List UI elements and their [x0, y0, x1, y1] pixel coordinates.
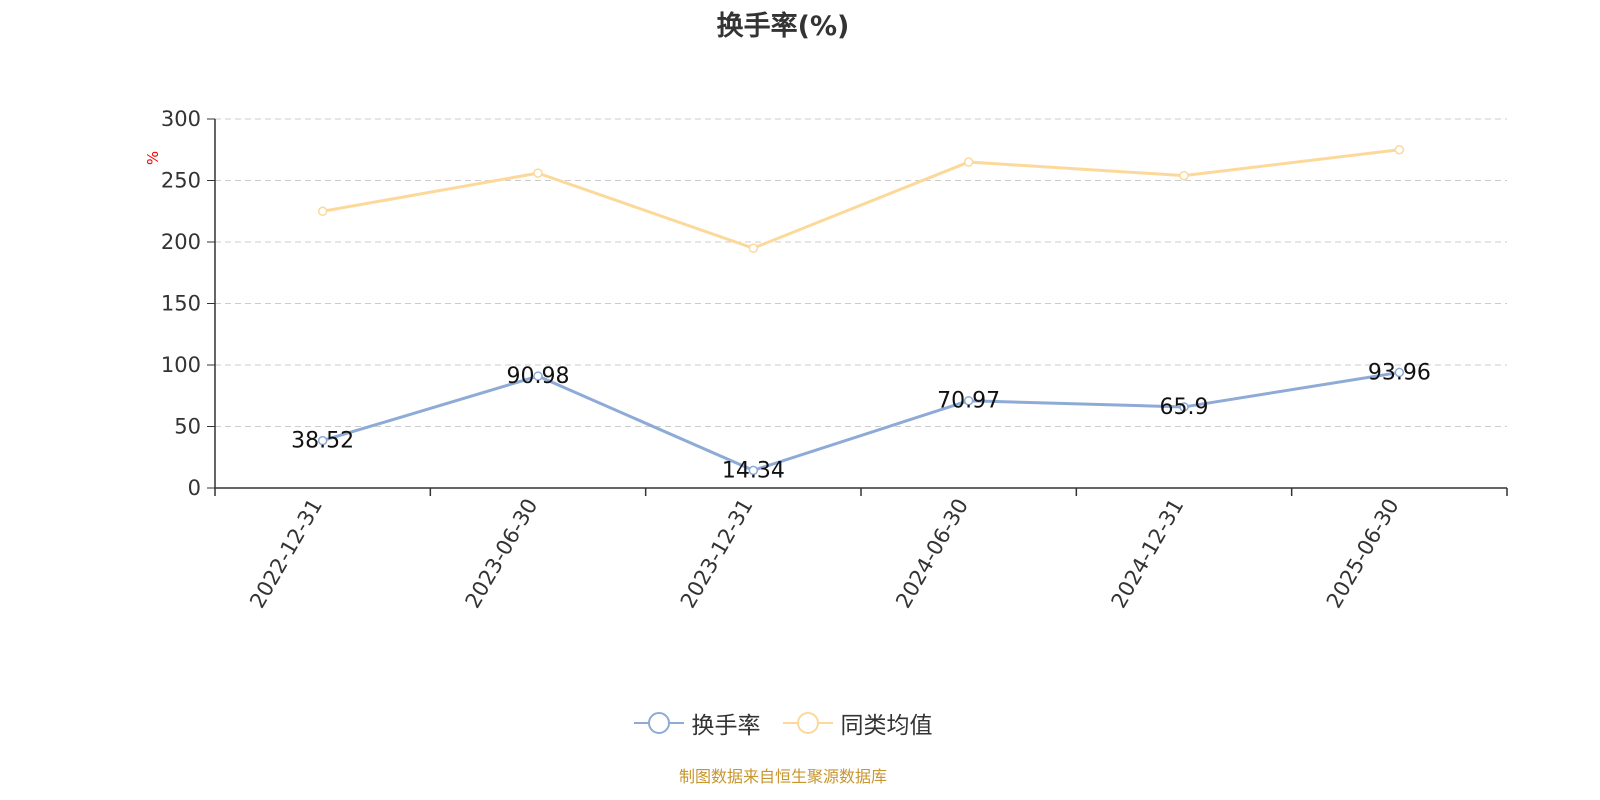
data-point-series-1 — [533, 371, 543, 381]
series-line-1 — [322, 370, 1400, 472]
data-label: 93.96 — [1368, 360, 1431, 385]
legend-item-series-2[interactable]: 同类均值 — [782, 706, 933, 740]
legend-label-series-1: 换手率 — [691, 713, 761, 739]
data-point-series-1 — [963, 395, 974, 406]
y-tick-label: 300 — [161, 107, 201, 131]
y-tick-label: 200 — [161, 230, 201, 254]
data-label: 70.97 — [937, 389, 1000, 414]
y-tick-label: 150 — [161, 292, 201, 316]
data-label: 90.98 — [507, 364, 570, 389]
x-tick-label: 2024-12-31 — [1107, 495, 1189, 613]
legend-marker-series-2 — [782, 712, 833, 734]
y-tick-label: 250 — [161, 169, 201, 193]
line-chart: 0 50 100 150 200 250 300% 2022-12-31 2023-06-30 2… — [144, 107, 1508, 613]
x-tick-label: 2024-06-30 — [891, 495, 973, 613]
x-tick-label: 2023-12-31 — [676, 495, 758, 613]
data-label: 38.52 — [291, 429, 354, 454]
y-tick-label: 0 — [188, 476, 201, 500]
data-point-series-2 — [1394, 145, 1405, 155]
x-tick-label: 2025-06-30 — [1322, 495, 1404, 613]
data-point-series-2 — [748, 243, 759, 253]
data-point-series-1 — [748, 465, 759, 476]
y-tick-label: 50 — [174, 415, 201, 439]
data-point-series-1 — [1179, 402, 1189, 412]
source-note: 制图数据来自恒生聚源数据库 — [678, 767, 887, 786]
data-label: 14.34 — [722, 458, 785, 483]
chart-title: 换手率(%) — [716, 11, 850, 42]
legend-marker-series-1 — [633, 712, 684, 734]
x-tick-label: 2023-06-30 — [461, 495, 543, 613]
data-point-series-2 — [1179, 170, 1189, 181]
legend-label-series-2: 同类均值 — [840, 713, 933, 739]
data-point-series-1 — [317, 435, 328, 446]
y-axis-unit-label: % — [144, 151, 162, 165]
x-tick-label: 2022-12-31 — [245, 495, 327, 613]
data-point-series-1 — [1394, 367, 1405, 378]
data-point-series-2 — [963, 157, 974, 167]
data-point-series-2 — [317, 206, 328, 216]
series-line-2 — [322, 148, 1400, 250]
legend: 换手率 同类均值 — [0, 706, 1566, 740]
y-tick-label: 100 — [161, 353, 201, 377]
legend-item-series-1[interactable]: 换手率 — [633, 706, 761, 740]
data-label: 65.9 — [1160, 395, 1209, 420]
data-point-series-2 — [533, 168, 543, 178]
